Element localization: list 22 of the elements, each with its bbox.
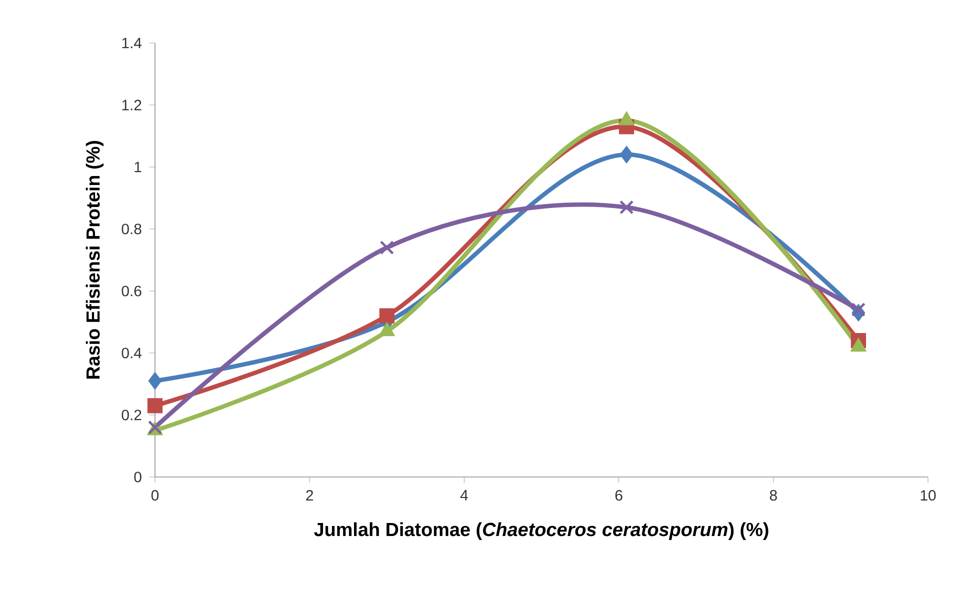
y-tick-label: 1.2: [122, 100, 142, 110]
point: [619, 200, 634, 214]
y-tick-label: 0: [134, 472, 142, 482]
x-tick-label: 0: [151, 490, 159, 501]
y-tick-label: 0.2: [122, 410, 142, 420]
y-tick-label: 1: [134, 162, 142, 172]
x-tick-label: 2: [306, 490, 314, 500]
point: [620, 146, 634, 164]
y-axis-title: Rasio Efisiensi Protein (%): [86, 141, 104, 379]
y-tick-label: 0.6: [122, 286, 142, 296]
point: [380, 240, 394, 255]
y-tick-label: 0.4: [122, 348, 142, 358]
x-tick-label: 6: [615, 490, 622, 501]
point: [148, 372, 162, 390]
x-tick-label: 8: [770, 490, 777, 501]
point: [851, 302, 866, 317]
x-tick-label: 10: [920, 490, 936, 501]
x-tick-label: 4: [460, 490, 468, 500]
y-tick-label: 1.4: [122, 38, 142, 48]
y-tick-label: 0.8: [122, 224, 142, 234]
point: [147, 398, 163, 414]
x-axis-title: Jumlah Diatomae (Chaetoceros ceratosporum) (%): [314, 522, 768, 540]
